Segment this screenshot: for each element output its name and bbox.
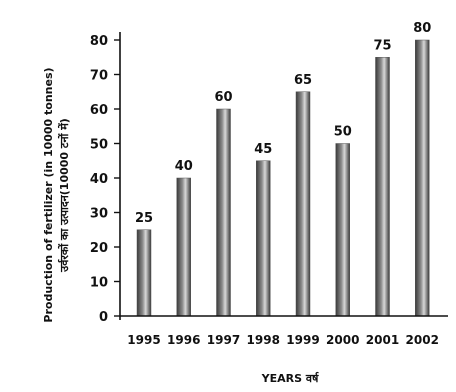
y-tick-label: 0 xyxy=(99,310,108,325)
y-axis-title-line2: उर्वरकों का उत्पादन(10000 टनों में) xyxy=(57,118,71,273)
y-axis-title-line1: Production of fertilizer (in 10000 tonne… xyxy=(42,67,55,322)
bar xyxy=(295,91,311,317)
y-tick-label: 80 xyxy=(90,34,108,49)
bar-1997 xyxy=(216,108,231,317)
bar xyxy=(176,177,191,317)
x-axis-title: YEARS वर्ष xyxy=(261,371,320,385)
y-tick-label: 70 xyxy=(90,69,108,84)
bar xyxy=(335,143,350,317)
x-tick-label: 2000 xyxy=(326,333,359,347)
bar-1995 xyxy=(136,229,152,317)
y-tick-label: 40 xyxy=(90,172,108,187)
bar-1999 xyxy=(295,91,311,317)
bars: 25 40 60 45 65 50 75 80 xyxy=(135,21,431,317)
x-tick-label: 2002 xyxy=(406,333,439,347)
bar-2000 xyxy=(335,143,350,317)
y-tick-label: 10 xyxy=(90,276,108,291)
y-axis-ticks: 0 10 20 30 40 50 60 70 80 xyxy=(90,34,120,325)
x-tick-label: 1998 xyxy=(247,333,280,347)
data-label: 40 xyxy=(175,159,193,174)
bar-2001 xyxy=(375,57,390,317)
y-tick-label: 20 xyxy=(90,241,108,256)
x-axis-ticks: 1995 1996 1997 1998 1999 2000 2001 2002 xyxy=(127,333,439,347)
data-label: 65 xyxy=(294,73,312,88)
data-label: 50 xyxy=(334,125,352,140)
bar xyxy=(375,57,390,317)
y-tick-label: 60 xyxy=(90,103,108,118)
y-axis-title: Production of fertilizer (in 10000 tonne… xyxy=(42,67,71,322)
bar xyxy=(415,39,430,317)
x-tick-label: 1996 xyxy=(167,333,200,347)
bar xyxy=(216,108,231,317)
data-label: 80 xyxy=(413,21,431,36)
data-label: 45 xyxy=(254,142,272,157)
data-label: 75 xyxy=(373,38,391,53)
x-tick-label: 1999 xyxy=(286,333,319,347)
y-tick-label: 50 xyxy=(90,138,108,153)
data-label: 25 xyxy=(135,211,153,226)
x-tick-label: 1997 xyxy=(207,333,240,347)
x-tick-label: 2001 xyxy=(366,333,399,347)
y-tick-label: 30 xyxy=(90,207,108,222)
bar xyxy=(136,229,152,317)
x-tick-label: 1995 xyxy=(127,333,160,347)
bar-1996 xyxy=(176,177,191,317)
bar-2002 xyxy=(415,39,430,317)
bar xyxy=(256,160,271,317)
data-label: 60 xyxy=(214,90,232,105)
bar-1998 xyxy=(256,160,271,317)
